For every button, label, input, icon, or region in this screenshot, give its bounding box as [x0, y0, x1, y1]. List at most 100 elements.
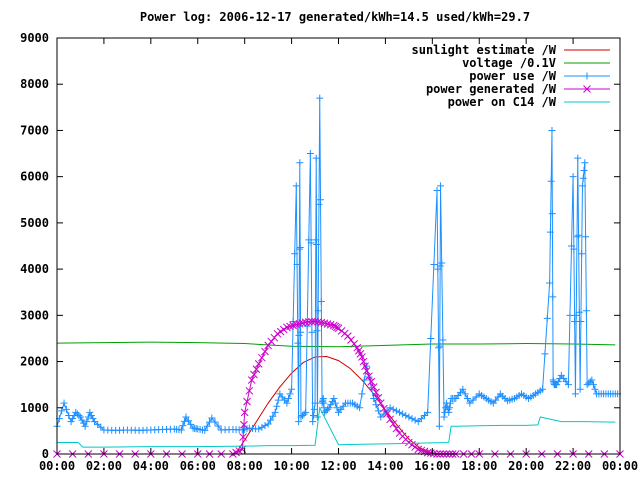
data-point: [264, 420, 272, 428]
data-point: [166, 425, 174, 433]
data-point: [435, 422, 443, 430]
data-point: [331, 399, 339, 407]
series-2: [53, 94, 622, 434]
data-point: [326, 320, 335, 329]
data-point: [317, 196, 325, 204]
x-tick-label: 10:00: [274, 459, 310, 473]
data-point: [450, 395, 458, 403]
data-point: [361, 362, 369, 371]
data-point: [411, 416, 419, 424]
data-point: [426, 449, 435, 457]
x-tick-label: 18:00: [461, 459, 497, 473]
legend-marker: [583, 72, 591, 80]
data-point: [286, 390, 294, 398]
data-point: [411, 443, 419, 451]
data-point: [182, 413, 190, 421]
data-point: [78, 416, 86, 424]
data-point: [312, 154, 320, 162]
data-point: [441, 408, 449, 416]
x-tick-label: 08:00: [227, 459, 263, 473]
data-point: [108, 426, 116, 434]
data-point: [472, 393, 480, 401]
data-point: [356, 349, 365, 358]
data-point: [408, 415, 416, 423]
data-point: [314, 307, 322, 315]
data-point: [549, 293, 557, 301]
data-point: [245, 386, 254, 395]
y-tick-label: 8000: [20, 77, 49, 91]
data-point: [333, 323, 341, 332]
data-point: [374, 407, 382, 415]
data-point: [581, 159, 589, 167]
data-point: [239, 433, 247, 441]
data-point: [316, 94, 324, 102]
data-point: [577, 317, 585, 325]
data-point: [298, 319, 307, 327]
data-point: [323, 320, 332, 328]
data-point: [543, 314, 551, 322]
data-point: [494, 393, 502, 401]
data-point: [427, 334, 435, 342]
data-point: [198, 426, 206, 434]
data-point: [362, 366, 371, 375]
data-point: [327, 401, 335, 409]
data-point: [611, 390, 619, 398]
data-point: [359, 357, 368, 366]
data-point: [211, 418, 219, 426]
data-point: [300, 410, 308, 418]
series-line: [56, 341, 616, 348]
data-point: [131, 426, 139, 434]
data-point: [62, 405, 70, 413]
data-point: [392, 407, 400, 415]
x-tick-label: 20:00: [508, 459, 544, 473]
y-tick-label: 1000: [20, 401, 49, 415]
data-point: [573, 233, 581, 241]
data-point: [240, 408, 249, 417]
data-point: [72, 408, 80, 416]
data-point: [435, 344, 443, 352]
data-point: [76, 413, 84, 421]
data-point: [119, 426, 127, 434]
data-point: [582, 233, 590, 241]
data-point: [572, 311, 580, 319]
data-point: [395, 408, 403, 416]
data-point: [295, 245, 303, 253]
series-line: [234, 355, 440, 455]
data-point: [281, 396, 289, 404]
data-point: [469, 396, 477, 404]
data-point: [480, 393, 488, 401]
data-point: [369, 383, 378, 391]
data-point: [235, 447, 244, 455]
data-point: [261, 422, 269, 430]
data-point: [328, 398, 336, 406]
data-point: [570, 245, 578, 253]
data-point: [464, 395, 472, 403]
data-point: [250, 370, 258, 379]
data-point: [436, 342, 444, 350]
data-point: [271, 408, 279, 416]
chart-title: Power log: 2006-12-17 generated/kWh=14.5…: [140, 10, 530, 24]
data-point: [143, 426, 151, 434]
data-point: [84, 413, 92, 421]
data-point: [547, 177, 555, 185]
data-point: [589, 381, 597, 389]
data-point: [529, 391, 537, 399]
data-point: [333, 404, 341, 412]
data-point: [340, 329, 349, 338]
data-point: [288, 385, 296, 393]
data-point: [444, 405, 452, 413]
data-point: [377, 413, 385, 421]
legend-label: power generated /W: [426, 82, 557, 96]
data-point: [203, 422, 211, 430]
legend-label: voltage /0.1V: [462, 56, 556, 70]
data-point: [440, 413, 448, 421]
data-point: [155, 426, 163, 434]
data-point: [86, 408, 94, 416]
y-tick-label: 7000: [20, 123, 49, 137]
y-tick-label: 2000: [20, 355, 49, 369]
data-point: [73, 410, 81, 418]
data-point: [365, 372, 373, 381]
data-point: [296, 244, 304, 252]
data-point: [546, 228, 554, 236]
